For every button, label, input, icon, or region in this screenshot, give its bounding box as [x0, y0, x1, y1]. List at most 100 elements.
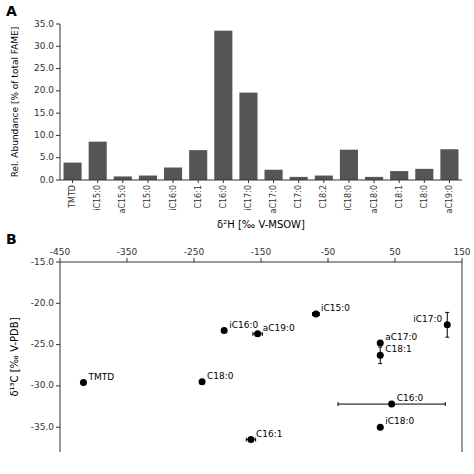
y-tick-label: 10.0 — [34, 130, 54, 140]
point-label: C18:1 — [385, 344, 412, 354]
x-tick-label: -350 — [117, 247, 138, 257]
panel-b: B-450-350-250-150-5050150-15.0-20.0-25.0… — [6, 231, 471, 452]
point-label: aC19:0 — [263, 323, 295, 333]
y-tick — [56, 262, 60, 263]
error-cap — [445, 402, 446, 406]
x-tick — [395, 258, 396, 262]
point — [444, 321, 451, 328]
point — [377, 339, 384, 346]
x-tick — [122, 180, 123, 183]
x-tick — [323, 180, 324, 183]
x-axis-top — [60, 262, 462, 263]
x-tick-label: aC17:0 — [269, 185, 278, 213]
x-tick-label: -50 — [321, 247, 336, 257]
y-tick-label: 30.0 — [34, 41, 54, 51]
bar — [265, 170, 283, 180]
y-axis — [60, 262, 61, 452]
point-label: C16:0 — [397, 393, 424, 403]
panel-a: A0.05.010.015.020.025.030.035.0TMTDiC15:… — [6, 3, 462, 230]
x-tick-label: 150 — [453, 247, 470, 257]
bar — [239, 93, 257, 180]
bar — [340, 150, 358, 180]
y-tick — [56, 68, 60, 69]
error-cap — [338, 402, 339, 406]
bar — [189, 150, 207, 180]
y-tick — [56, 344, 60, 345]
x-tick-label: aC18:0 — [370, 185, 379, 213]
point — [377, 424, 384, 431]
error-cap — [378, 363, 382, 364]
x-tick — [72, 180, 73, 183]
point-label: TMTD — [87, 372, 114, 382]
point-labels: TMTDiC15:0iC16:0C18:0aC19:0aC17:0C18:1iC… — [87, 303, 442, 439]
bars — [64, 31, 459, 180]
point-label: iC17:0 — [413, 314, 442, 324]
x-axis — [60, 180, 462, 181]
point-label: C16:1 — [256, 429, 283, 439]
y-axis-label: δ¹³C [‰ V-PDB] — [9, 317, 20, 396]
points — [80, 311, 451, 444]
y-tick — [56, 24, 60, 25]
bar — [315, 176, 333, 180]
x-tick-label: -250 — [184, 247, 205, 257]
x-tick-label: aC15:0 — [118, 185, 127, 213]
error-cap — [246, 438, 247, 442]
x-tick — [374, 180, 375, 183]
bar — [390, 171, 408, 180]
x-tick-label: TMTD — [68, 185, 77, 209]
x-tick-label: aC19:0 — [445, 185, 454, 213]
x-tick — [449, 180, 450, 183]
figure: A0.05.010.015.020.025.030.035.0TMTDiC15:… — [0, 0, 474, 474]
y-tick-label: -20.0 — [31, 298, 55, 308]
error-cap — [445, 312, 449, 313]
x-tick-label: C17:0 — [294, 185, 303, 209]
panel-title: A — [6, 3, 17, 19]
x-tick-label: 50 — [389, 247, 401, 257]
x-tick-label: C16:0 — [219, 185, 228, 209]
x-tick-label: -450 — [50, 247, 71, 257]
point-label: aC17:0 — [385, 332, 417, 342]
y-tick-label: 15.0 — [34, 108, 54, 118]
x-tick — [127, 258, 128, 262]
point-label: C18:0 — [207, 371, 234, 381]
bar — [164, 168, 182, 180]
x-tick — [424, 180, 425, 183]
x-tick-label: C15:0 — [143, 185, 152, 209]
bar — [139, 176, 157, 180]
x-tick-label: C18:1 — [395, 185, 404, 209]
x-tick-label: C18:0 — [420, 185, 429, 209]
x-tick — [194, 258, 195, 262]
y-axis — [60, 24, 61, 180]
point — [312, 311, 319, 318]
x-tick-label: iC18:0 — [344, 185, 353, 211]
panel-title: B — [6, 231, 17, 247]
error-cap — [252, 332, 253, 336]
point — [221, 327, 228, 334]
bar — [415, 169, 433, 180]
x-tick — [399, 180, 400, 183]
bar — [64, 163, 82, 180]
point — [80, 379, 87, 386]
y-tick-label: 35.0 — [34, 19, 54, 29]
x-tick-label: iC16:0 — [169, 185, 178, 211]
point — [247, 436, 254, 443]
point — [254, 330, 261, 337]
y-tick — [56, 303, 60, 304]
x-tick-label: C16:1 — [194, 185, 203, 209]
bar — [89, 142, 107, 180]
y-tick-label: 5.0 — [40, 152, 55, 162]
error-cap — [378, 347, 382, 348]
y-tick — [56, 90, 60, 91]
y-tick — [56, 157, 60, 158]
y-tick-label: -35.0 — [31, 422, 55, 432]
x-tick — [248, 180, 249, 183]
x-tick — [348, 180, 349, 183]
x-tick-label: -150 — [251, 247, 272, 257]
y-tick — [56, 427, 60, 428]
y-tick — [56, 135, 60, 136]
y-tick — [56, 113, 60, 114]
x-tick — [173, 180, 174, 183]
x-tick-label: iC17:0 — [244, 185, 253, 211]
y-axis-label: Rel. Abundance [% of total FAME] — [10, 27, 20, 178]
y-tick-label: 25.0 — [34, 63, 54, 73]
